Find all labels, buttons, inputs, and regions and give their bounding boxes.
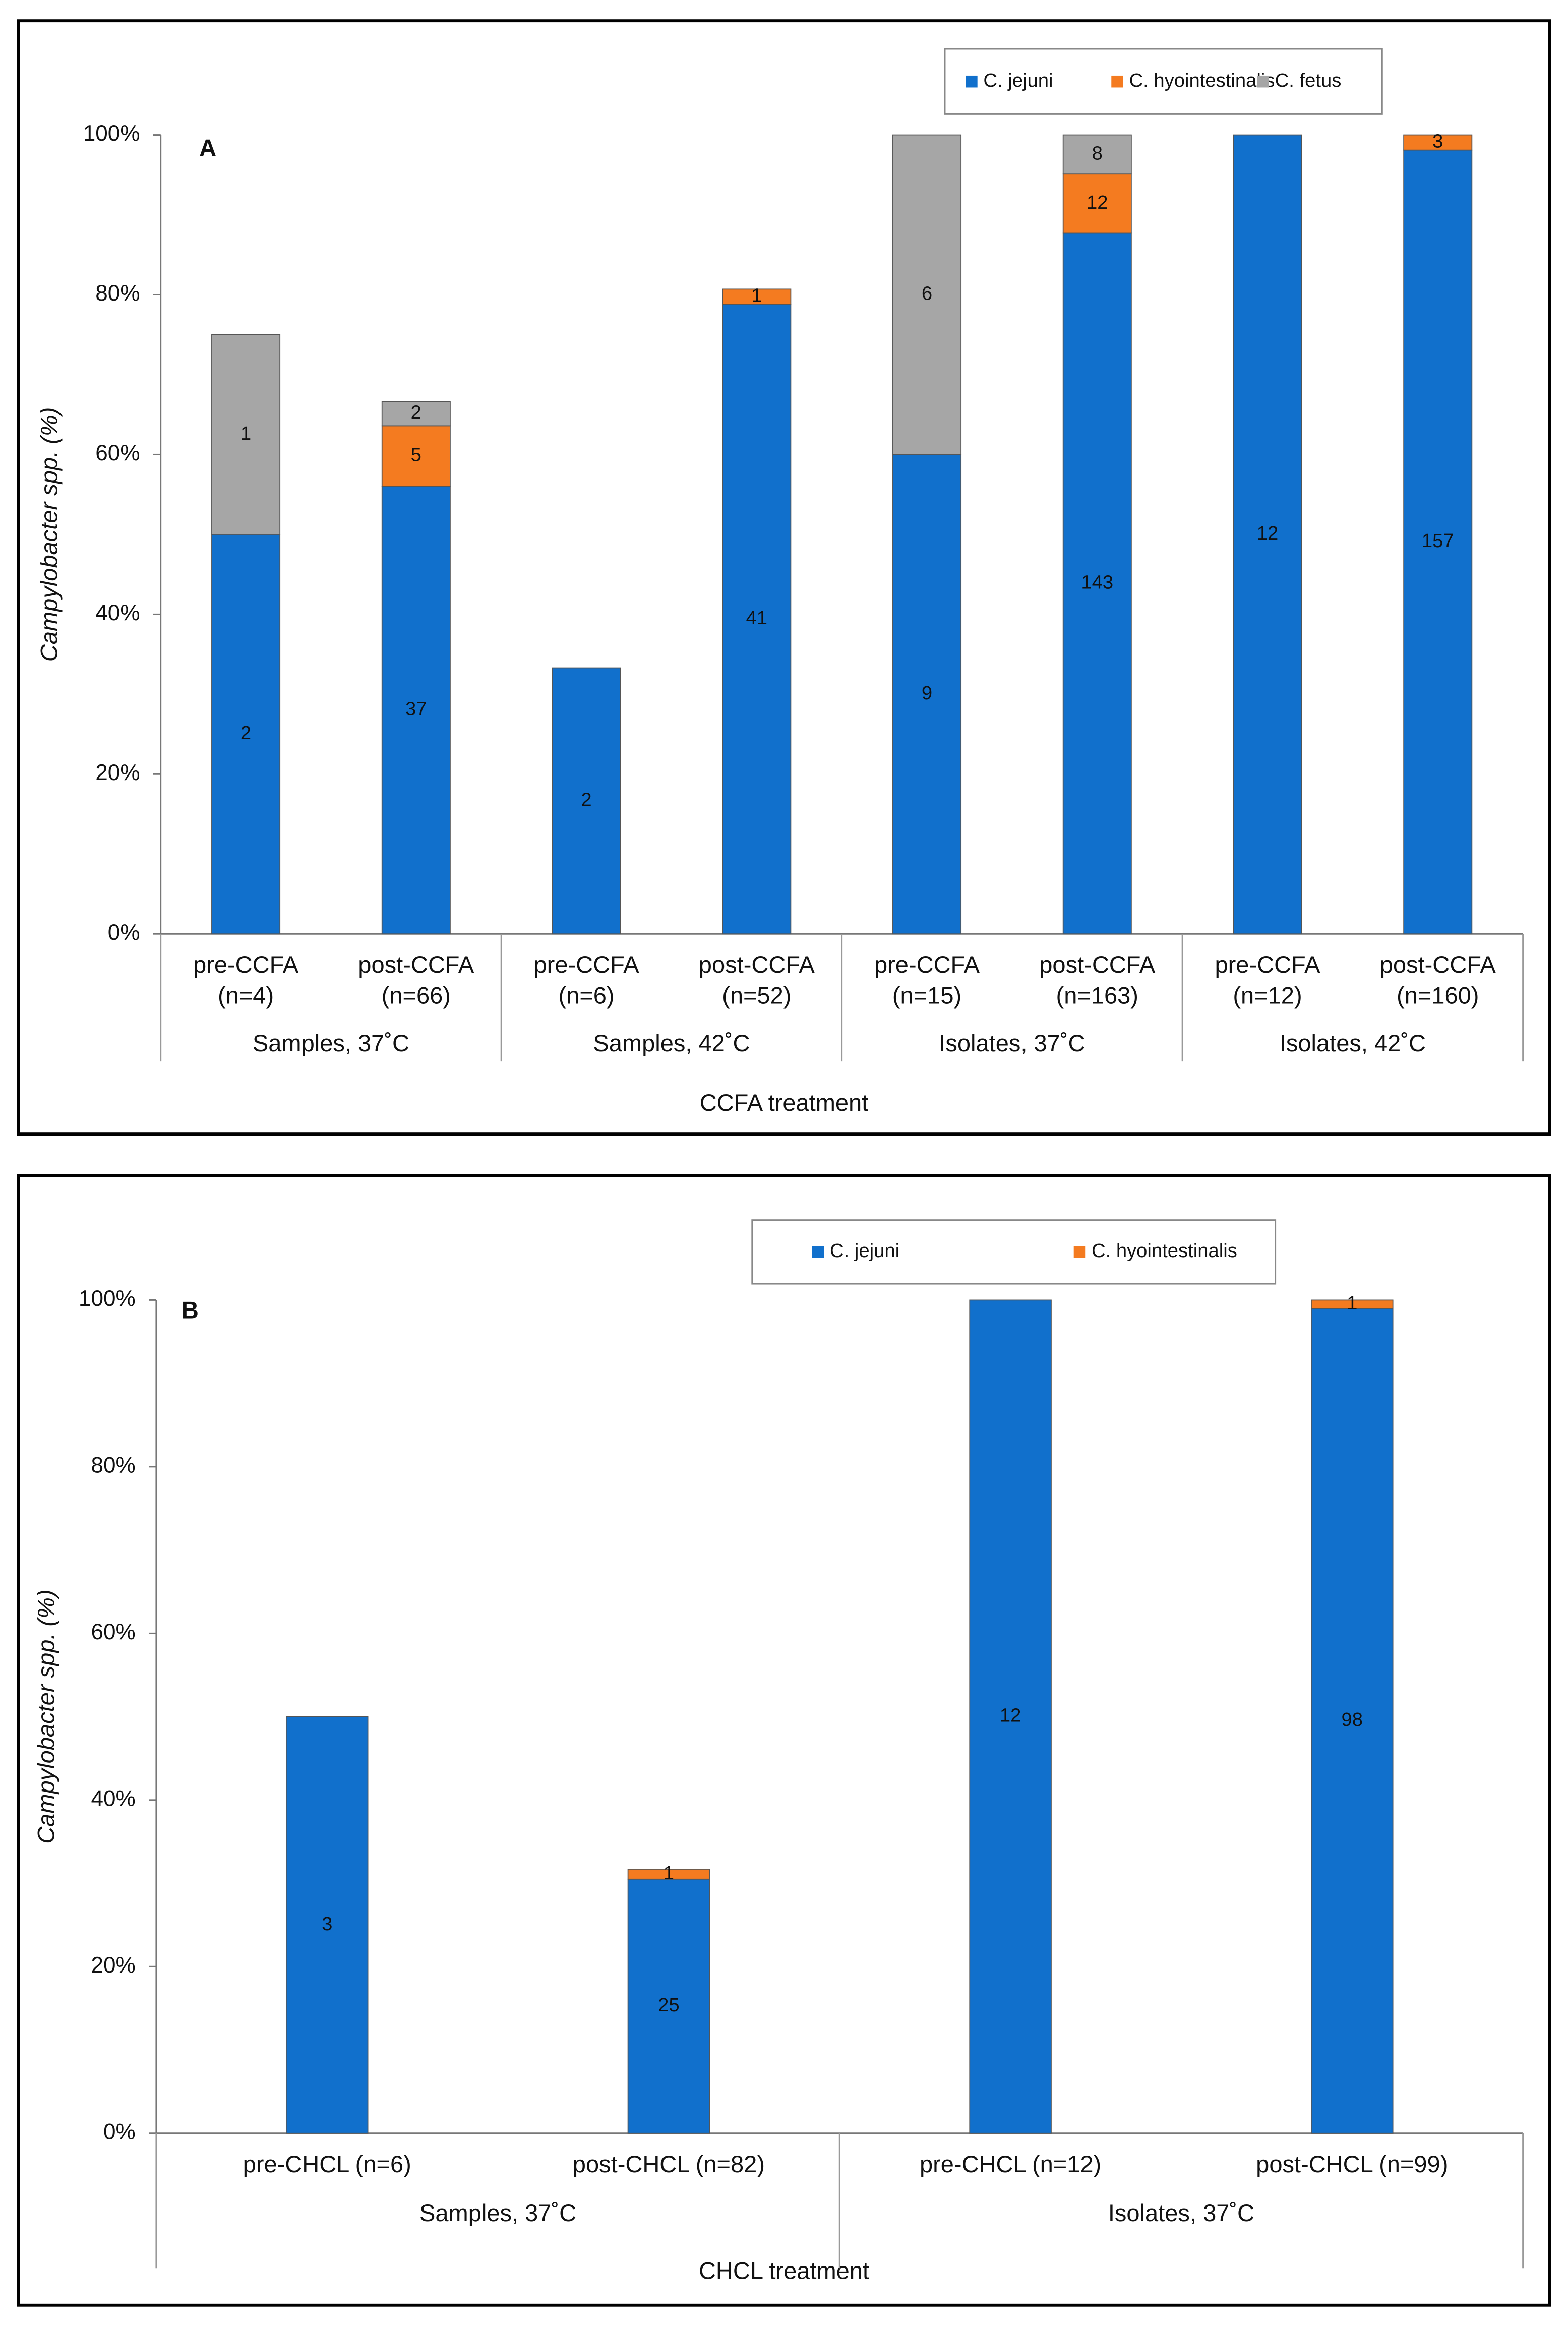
data-label: 98 (1342, 1709, 1363, 1731)
x-tick-label: post-CCFA (n=66) (358, 951, 474, 1009)
bar-segment (211, 334, 281, 535)
data-label: 2 (411, 402, 421, 424)
data-label: 1 (664, 1862, 674, 1884)
bar-segment (722, 288, 792, 305)
y-tick-label: 40% (95, 601, 140, 625)
data-label: 12 (1000, 1705, 1021, 1726)
panel-label: A (199, 134, 216, 161)
y-tick-label: 60% (91, 1620, 135, 1644)
legend-marker (812, 1246, 824, 1258)
panel-label: B (182, 1296, 199, 1323)
legend-marker (1111, 75, 1123, 88)
y-tick-label: 0% (103, 2119, 136, 2144)
x-tick-label: post-CCFA (n=52) (699, 951, 815, 1009)
x-tick-label: post-CHCL (n=99) (1256, 2151, 1448, 2177)
group-label: Samples, 42˚C (593, 1030, 750, 1056)
data-label: 9 (922, 682, 932, 704)
y-tick-label: 40% (91, 1786, 135, 1811)
panel-frame (17, 1174, 1551, 2307)
data-label: 157 (1422, 530, 1454, 552)
y-tick-label: 60% (95, 441, 140, 465)
y-tick-label: 100% (83, 121, 140, 146)
x-tick-label: post-CCFA (n=163) (1039, 951, 1156, 1009)
bar-segment (211, 534, 281, 935)
bar-segment (1311, 1308, 1394, 2134)
data-label: 1 (240, 423, 251, 444)
bar-segment (627, 1869, 710, 1880)
x-tick-label: pre-CHCL (n=12) (920, 2151, 1101, 2177)
legend-box (751, 1219, 1277, 1285)
panel-frame (17, 19, 1551, 1136)
y-axis-title: Campylobacter spp. (%) (36, 407, 63, 662)
group-label: Samples, 37˚C (253, 1030, 409, 1056)
y-tick-label: 0% (108, 920, 140, 945)
x-tick-label: pre-CCFA (n=15) (874, 951, 980, 1009)
group-label: Samples, 37˚C (419, 2199, 576, 2226)
data-label: 2 (581, 789, 591, 810)
bar-segment (1403, 149, 1473, 935)
bar-segment (285, 1716, 369, 2134)
x-tick-label: post-CCFA (n=160) (1380, 951, 1496, 1009)
group-label: Isolates, 37˚C (1108, 2199, 1254, 2226)
bar-segment (381, 401, 451, 427)
bar-segment (1062, 232, 1132, 935)
data-label: 2 (240, 722, 251, 744)
legend-marker (966, 75, 978, 88)
group-label: Isolates, 37˚C (939, 1030, 1085, 1056)
data-label: 8 (1092, 142, 1103, 164)
bar-segment (627, 1878, 710, 2134)
legend-label: C. jejuni (983, 70, 1053, 91)
y-tick-label: 80% (91, 1453, 135, 1478)
data-label: 1 (1347, 1292, 1357, 1314)
y-tick-label: 80% (95, 281, 140, 306)
bar-segment (892, 134, 962, 455)
bar-segment (552, 667, 621, 935)
bar-segment (892, 454, 962, 935)
data-label: 3 (322, 1913, 332, 1935)
data-label: 12 (1257, 522, 1279, 544)
data-label: 25 (658, 1994, 680, 2016)
bar-segment (1233, 134, 1302, 935)
x-tick-label: pre-CCFA (n=6) (534, 951, 640, 1009)
x-axis-title: CCFA treatment (700, 1089, 869, 1116)
y-axis-title: Campylobacter spp. (%) (33, 1589, 59, 1843)
data-label: 41 (746, 607, 768, 629)
data-label: 37 (405, 698, 427, 720)
y-tick-label: 20% (91, 1953, 135, 1978)
group-label: Isolates, 42˚C (1280, 1030, 1426, 1056)
bar-segment (722, 304, 792, 935)
legend-marker (1257, 75, 1269, 88)
bar-segment (1062, 134, 1132, 175)
data-label: 12 (1087, 192, 1108, 213)
data-label: 143 (1081, 571, 1113, 593)
bar-segment (1403, 134, 1473, 151)
x-tick-label: pre-CCFA (n=4) (193, 951, 299, 1009)
bar-segment (1311, 1299, 1394, 1309)
y-tick-label: 20% (95, 760, 140, 785)
x-tick-label: pre-CCFA (n=12) (1215, 951, 1320, 1009)
legend-label: C. fetus (1275, 70, 1342, 91)
data-label: 1 (751, 285, 762, 307)
legend-box (944, 48, 1383, 115)
legend-label: C. hyointestinalis (1129, 70, 1275, 91)
legend-label: C. hyointestinalis (1092, 1240, 1237, 1262)
bar-segment (969, 1299, 1052, 2134)
legend-label: C. jejuni (830, 1240, 899, 1262)
x-tick-label: pre-CHCL (n=6) (243, 2151, 411, 2177)
data-label: 3 (1432, 131, 1443, 152)
y-tick-label: 100% (79, 1286, 136, 1311)
legend-marker (1073, 1246, 1086, 1258)
x-axis-title: CHCL treatment (699, 2257, 869, 2284)
bar-segment (1062, 173, 1132, 234)
data-label: 6 (922, 283, 932, 305)
data-label: 5 (411, 444, 421, 466)
x-tick-label: post-CHCL (n=82) (573, 2151, 765, 2177)
